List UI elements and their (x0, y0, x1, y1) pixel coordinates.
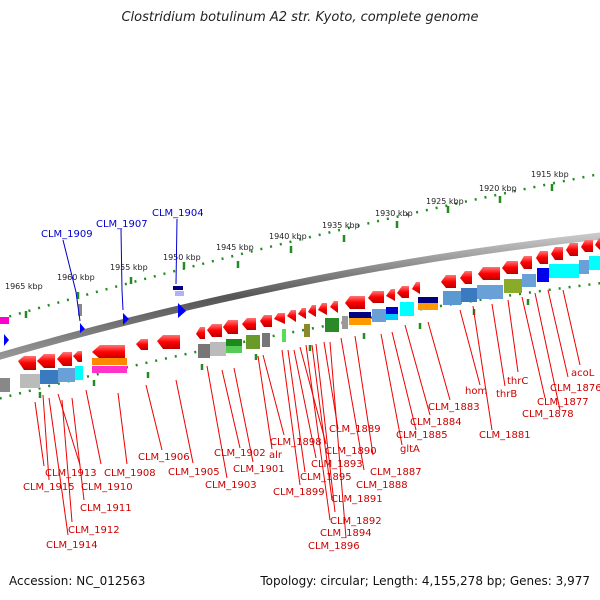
gene-label-forward: CLM_1909 (41, 229, 93, 240)
gene-label: CLM_1906 (138, 452, 190, 463)
gene-label: hom (465, 386, 487, 397)
gene-label: CLM_1898 (270, 437, 322, 448)
scale-label: 1925 kbp (426, 197, 464, 206)
gene-label: CLM_1876 (550, 383, 600, 394)
gene-label: CLM_1881 (479, 430, 531, 441)
genome-stats-label: Topology: circular; Length: 4,155,278 bp… (260, 574, 590, 588)
scale-label: 1915 kbp (531, 170, 569, 179)
gene-label: CLM_1892 (330, 516, 382, 527)
forward-genes (4, 303, 186, 346)
genome-backbone (0, 232, 600, 360)
gene-label: CLM_1895 (300, 472, 352, 483)
scale-label: 1955 kbp (110, 263, 148, 272)
gene-label: acoL (571, 368, 595, 379)
scale-label: 1945 kbp (216, 243, 254, 252)
scale-label: 1940 kbp (269, 232, 307, 241)
gene-label: CLM_1902 (214, 448, 266, 459)
gene-label: CLM_1910 (81, 482, 133, 493)
reverse-genes (18, 238, 600, 370)
gene-label: CLM_1884 (410, 417, 462, 428)
gene-label: CLM_1911 (80, 503, 132, 514)
scale-label: 1935 kbp (322, 221, 360, 230)
gene-label: CLM_1896 (308, 541, 360, 552)
gene-label: CLM_1883 (428, 402, 480, 413)
gene-label: CLM_1899 (273, 487, 325, 498)
gene-label: CLM_1889 (329, 424, 381, 435)
gene-label: CLM_1891 (331, 494, 383, 505)
gene-label: thrC (507, 376, 528, 387)
scale-label: 1950 kbp (163, 253, 201, 262)
gene-label: alr (269, 450, 283, 461)
gene-label: CLM_1915 (23, 482, 75, 493)
accession-label: Accession: NC_012563 (9, 574, 146, 588)
map-title: Clostridium botulinum A2 str. Kyoto, com… (121, 10, 479, 25)
gene-label: CLM_1885 (396, 430, 448, 441)
gene-label: gltA (400, 444, 420, 455)
gene-label: CLM_1887 (370, 467, 422, 478)
gene-label: CLM_1914 (46, 540, 98, 551)
red-leaders (34, 289, 581, 539)
scale-label: 1965 kbp (5, 282, 43, 291)
gene-label-forward: CLM_1907 (96, 219, 148, 230)
scale-label: 1930 kbp (375, 209, 413, 218)
gene-label: CLM_1908 (104, 468, 156, 479)
blue-leaders (62, 218, 178, 322)
gene-label: CLM_1903 (205, 480, 257, 491)
gene-label: thrB (496, 389, 517, 400)
scale-label: 1920 kbp (479, 184, 517, 193)
gene-label: CLM_1878 (522, 409, 574, 420)
gene-label: CLM_1912 (68, 525, 120, 536)
gene-label: CLM_1888 (356, 480, 408, 491)
gene-label: CLM_1877 (537, 397, 589, 408)
gene-label: CLM_1901 (233, 464, 285, 475)
scale-label: 1960 kbp (57, 273, 95, 282)
gene-label-forward: CLM_1904 (152, 208, 204, 219)
gene-label: CLM_1905 (168, 467, 220, 478)
gene-label: CLM_1913 (45, 468, 97, 479)
gene-label: CLM_1890 (325, 446, 377, 457)
feature-boxes (0, 256, 600, 392)
gene-label: CLM_1894 (320, 528, 372, 539)
gene-label: CLM_1893 (311, 459, 363, 470)
outer-major-ticks (24, 184, 554, 318)
